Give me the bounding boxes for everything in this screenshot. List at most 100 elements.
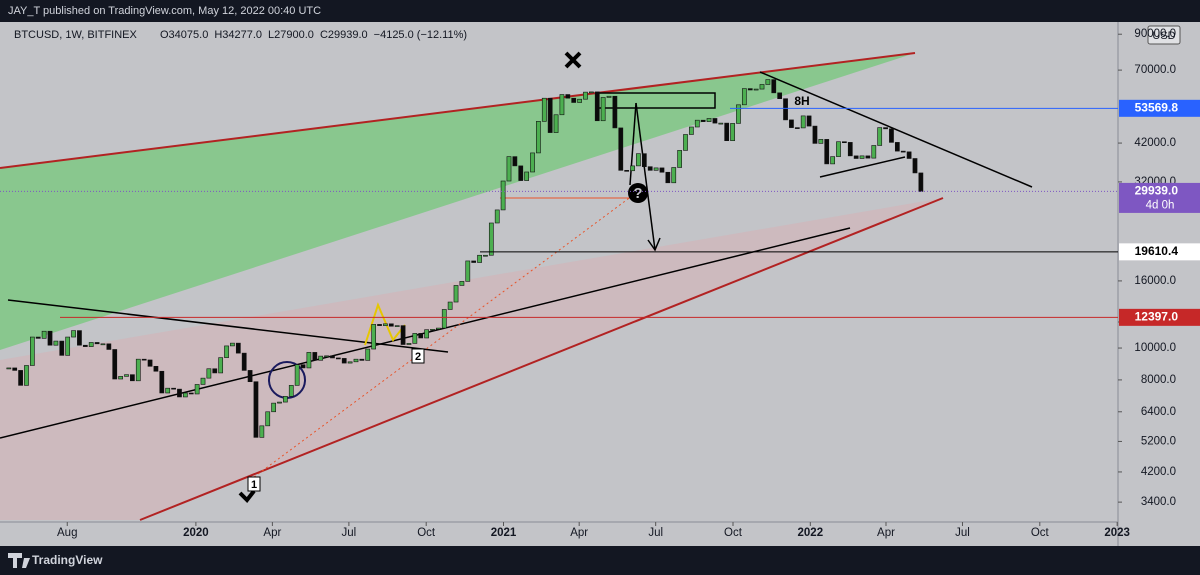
- candle: [889, 128, 894, 143]
- candle: [765, 79, 771, 85]
- annotation: 2: [415, 351, 421, 363]
- candle: [806, 115, 812, 127]
- candle: [306, 352, 312, 369]
- x-tick-label: 2022: [798, 527, 824, 539]
- candle: [747, 88, 753, 91]
- candle: [694, 119, 700, 128]
- candle: [459, 281, 465, 286]
- ohlc-value: C29939.0: [320, 29, 368, 41]
- candle: [412, 333, 418, 344]
- candle: [830, 156, 835, 165]
- candle: [494, 209, 500, 224]
- dotted-line: [249, 189, 641, 481]
- currency-box: [1147, 25, 1181, 45]
- price-label: 29939.0: [1135, 184, 1179, 198]
- candle: [253, 381, 259, 438]
- candle: [483, 254, 488, 257]
- ohlc-value: O34075.0: [160, 29, 208, 41]
- green-zone: [0, 53, 915, 350]
- candle: [630, 165, 635, 172]
- candle: [730, 123, 735, 142]
- candle: [900, 150, 906, 153]
- x-tick-label: 2021: [491, 527, 517, 539]
- candle: [112, 349, 118, 380]
- candle: [436, 327, 441, 330]
- candle: [718, 122, 724, 125]
- candle: [618, 127, 624, 171]
- x-tick-label: 2020: [183, 527, 209, 539]
- candle: [559, 94, 565, 116]
- candle: [341, 358, 347, 364]
- candle: [477, 254, 482, 263]
- candle: [794, 127, 800, 129]
- candle: [59, 340, 65, 356]
- candle: [388, 323, 394, 327]
- candle: [324, 355, 329, 358]
- candle: [218, 357, 224, 374]
- price-label: 12397.0: [1135, 310, 1179, 324]
- candle: [394, 325, 400, 327]
- candle: [465, 260, 471, 282]
- candle: [906, 151, 912, 159]
- annotation: 1: [251, 479, 257, 491]
- candle: [665, 171, 671, 184]
- y-tick-label: 70000.0: [1134, 64, 1176, 76]
- candle: [118, 376, 123, 380]
- symbol: BTCUSD, 1W, BITFINEX: [14, 29, 138, 41]
- candle: [647, 166, 653, 171]
- candle: [636, 153, 641, 167]
- candle: [842, 141, 847, 144]
- candle: [777, 92, 783, 99]
- candle: [230, 342, 235, 347]
- price-label: 19610.4: [1135, 244, 1179, 258]
- candle: [894, 142, 900, 152]
- x-tick-label: 2023: [1104, 527, 1130, 539]
- candle: [606, 95, 612, 98]
- candle: [530, 152, 535, 173]
- brand: TradingView: [32, 553, 103, 567]
- candle: [165, 387, 171, 394]
- candle: [188, 392, 194, 395]
- candle: [524, 171, 529, 181]
- candle: [565, 94, 571, 99]
- y-tick-label: 8000.0: [1141, 374, 1176, 386]
- candle: [371, 324, 377, 350]
- price-label: 53569.8: [1135, 100, 1179, 114]
- y-tick-label: 10000.0: [1134, 342, 1176, 354]
- candle: [212, 368, 218, 374]
- candle: [812, 125, 818, 144]
- candle: [865, 155, 871, 159]
- price-label-box: [1119, 308, 1200, 326]
- candle: [853, 155, 859, 159]
- candle: [271, 402, 276, 413]
- candle: [612, 95, 618, 129]
- candle: [88, 342, 94, 347]
- candle: [277, 401, 282, 404]
- candle: [335, 357, 341, 360]
- candle: [624, 170, 630, 172]
- candle: [24, 365, 29, 386]
- ohlc-value: H34277.0: [214, 29, 262, 41]
- candle: [741, 88, 747, 106]
- candle: [147, 359, 153, 367]
- candle: [12, 367, 18, 371]
- y-tick-label: 90000.0: [1134, 28, 1176, 40]
- candle: [353, 358, 359, 363]
- candle: [583, 91, 588, 100]
- candle: [359, 358, 365, 361]
- candle: [30, 336, 35, 366]
- candle: [736, 104, 741, 124]
- trend-line: [0, 52, 916, 169]
- candle: [141, 358, 147, 361]
- candle: [200, 377, 206, 385]
- candle: [71, 330, 76, 338]
- candle: [653, 167, 659, 171]
- candle: [447, 301, 453, 310]
- candle: [488, 222, 494, 256]
- candle: [759, 84, 765, 90]
- countdown: 4d 0h: [1146, 199, 1175, 211]
- trend-line: [819, 156, 906, 178]
- y-tick-label: 6400.0: [1141, 406, 1176, 418]
- candle: [235, 342, 241, 354]
